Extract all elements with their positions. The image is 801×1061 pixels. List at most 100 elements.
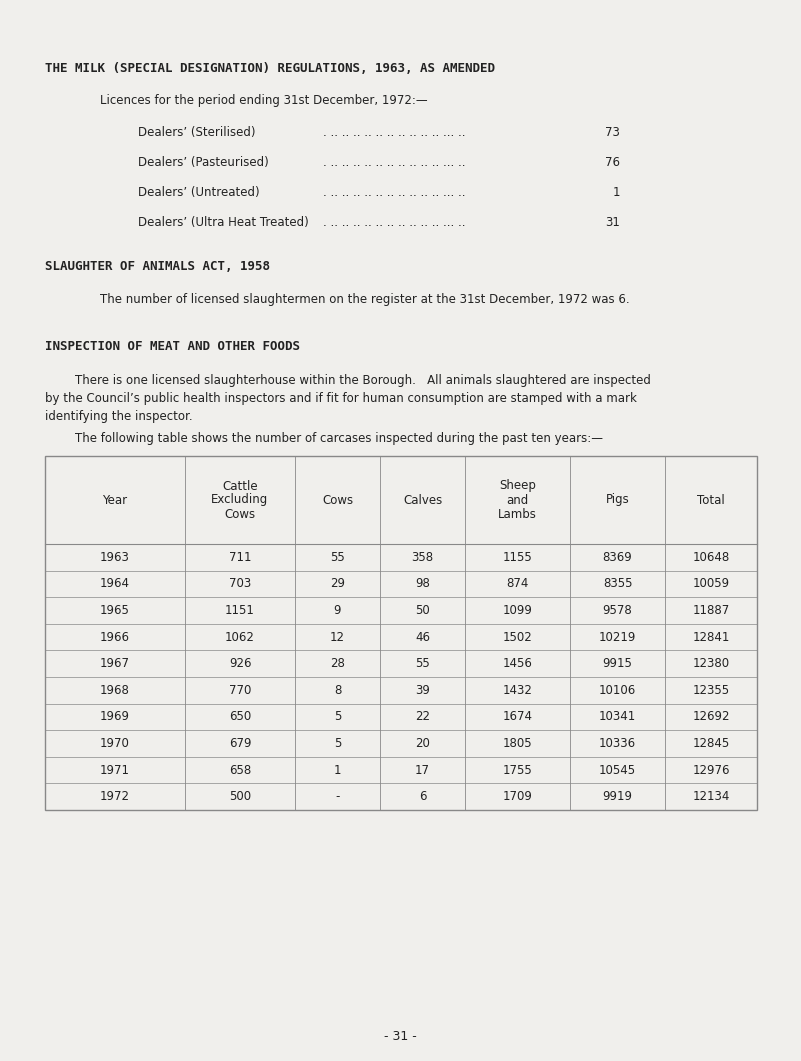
Text: Dealers’ (Ultra Heat Treated): Dealers’ (Ultra Heat Treated) [138, 216, 308, 229]
Text: . .. .. .. .. .. .. .. .. .. .. ... ..: . .. .. .. .. .. .. .. .. .. .. ... .. [323, 186, 465, 199]
Text: 20: 20 [415, 737, 430, 750]
Text: 679: 679 [229, 737, 252, 750]
Text: 10545: 10545 [599, 764, 636, 777]
Text: Licences for the period ending 31st December, 1972:—: Licences for the period ending 31st Dece… [100, 94, 428, 107]
Text: 9915: 9915 [602, 657, 633, 671]
Text: 1151: 1151 [225, 604, 255, 618]
Text: 650: 650 [229, 711, 252, 724]
Text: 28: 28 [330, 657, 345, 671]
Text: 12: 12 [330, 630, 345, 644]
Text: 8: 8 [334, 683, 341, 697]
Text: 711: 711 [229, 551, 252, 563]
Text: 1: 1 [613, 186, 620, 199]
Text: Cows: Cows [322, 493, 353, 506]
Text: 658: 658 [229, 764, 252, 777]
Text: 1968: 1968 [100, 683, 130, 697]
Text: 1969: 1969 [100, 711, 130, 724]
Text: The following table shows the number of carcases inspected during the past ten y: The following table shows the number of … [45, 432, 603, 445]
Text: Cows: Cows [224, 507, 256, 521]
Text: 770: 770 [229, 683, 252, 697]
Text: 358: 358 [412, 551, 433, 563]
Text: 1502: 1502 [502, 630, 533, 644]
Text: 76: 76 [605, 156, 620, 169]
Text: 10059: 10059 [692, 577, 730, 590]
Text: Pigs: Pigs [606, 493, 630, 506]
Text: THE MILK (SPECIAL DESIGNATION) REGULATIONS, 1963, AS AMENDED: THE MILK (SPECIAL DESIGNATION) REGULATIO… [45, 62, 495, 75]
Text: 10106: 10106 [599, 683, 636, 697]
Text: 98: 98 [415, 577, 430, 590]
Text: 703: 703 [229, 577, 252, 590]
Text: 1972: 1972 [100, 790, 130, 803]
Text: 12692: 12692 [692, 711, 730, 724]
Text: 874: 874 [506, 577, 529, 590]
Text: 1967: 1967 [100, 657, 130, 671]
Text: 5: 5 [334, 737, 341, 750]
Text: 29: 29 [330, 577, 345, 590]
Text: 1970: 1970 [100, 737, 130, 750]
Text: 12845: 12845 [692, 737, 730, 750]
Text: -: - [336, 790, 340, 803]
Text: 1456: 1456 [502, 657, 533, 671]
Text: 1965: 1965 [100, 604, 130, 618]
Text: 10219: 10219 [599, 630, 636, 644]
Text: 6: 6 [419, 790, 426, 803]
Text: identifying the inspector.: identifying the inspector. [45, 410, 192, 423]
Text: 46: 46 [415, 630, 430, 644]
Text: 1: 1 [334, 764, 341, 777]
Bar [45, 456, 757, 810]
Text: 1964: 1964 [100, 577, 130, 590]
Text: Year: Year [103, 493, 127, 506]
Text: 926: 926 [229, 657, 252, 671]
Text: 11887: 11887 [692, 604, 730, 618]
Text: 1674: 1674 [502, 711, 533, 724]
Text: . .. .. .. .. .. .. .. .. .. .. ... ..: . .. .. .. .. .. .. .. .. .. .. ... .. [323, 156, 465, 169]
Text: Sheep: Sheep [499, 480, 536, 492]
Text: 39: 39 [415, 683, 430, 697]
Text: Total: Total [697, 493, 725, 506]
Text: 1155: 1155 [502, 551, 533, 563]
Text: and: and [506, 493, 529, 506]
Text: 1755: 1755 [502, 764, 533, 777]
Text: 10336: 10336 [599, 737, 636, 750]
Text: 1963: 1963 [100, 551, 130, 563]
Text: 1099: 1099 [502, 604, 533, 618]
Text: 22: 22 [415, 711, 430, 724]
Text: 73: 73 [605, 126, 620, 139]
Text: 1971: 1971 [100, 764, 130, 777]
Text: 10648: 10648 [692, 551, 730, 563]
Text: . .. .. .. .. .. .. .. .. .. .. ... ..: . .. .. .. .. .. .. .. .. .. .. ... .. [323, 126, 465, 139]
Text: 55: 55 [415, 657, 430, 671]
Text: INSPECTION OF MEAT AND OTHER FOODS: INSPECTION OF MEAT AND OTHER FOODS [45, 340, 300, 353]
Text: 9: 9 [334, 604, 341, 618]
Text: 1709: 1709 [502, 790, 533, 803]
Text: 9919: 9919 [602, 790, 633, 803]
Text: Dealers’ (Untreated): Dealers’ (Untreated) [138, 186, 260, 199]
Text: Excluding: Excluding [211, 493, 268, 506]
Text: The number of licensed slaughtermen on the register at the 31st December, 1972 w: The number of licensed slaughtermen on t… [100, 293, 630, 306]
Text: by the Council’s public health inspectors and if fit for human consumption are s: by the Council’s public health inspector… [45, 392, 637, 405]
Text: 9578: 9578 [602, 604, 632, 618]
Text: There is one licensed slaughterhouse within the Borough.   All animals slaughter: There is one licensed slaughterhouse wit… [45, 373, 651, 387]
Text: 10341: 10341 [599, 711, 636, 724]
Text: . .. .. .. .. .. .. .. .. .. .. ... ..: . .. .. .. .. .. .. .. .. .. .. ... .. [323, 216, 465, 229]
Text: 31: 31 [605, 216, 620, 229]
Text: 12355: 12355 [692, 683, 730, 697]
Text: 55: 55 [330, 551, 345, 563]
Text: 5: 5 [334, 711, 341, 724]
Text: 8369: 8369 [602, 551, 632, 563]
Text: 8355: 8355 [602, 577, 632, 590]
Text: - 31 -: - 31 - [384, 1030, 417, 1043]
Text: 1966: 1966 [100, 630, 130, 644]
Text: Calves: Calves [403, 493, 442, 506]
Text: SLAUGHTER OF ANIMALS ACT, 1958: SLAUGHTER OF ANIMALS ACT, 1958 [45, 260, 270, 273]
Text: Dealers’ (Pasteurised): Dealers’ (Pasteurised) [138, 156, 269, 169]
Text: 1432: 1432 [502, 683, 533, 697]
Text: 12841: 12841 [692, 630, 730, 644]
Text: Cattle: Cattle [222, 480, 258, 492]
Text: 50: 50 [415, 604, 430, 618]
Text: 12976: 12976 [692, 764, 730, 777]
Text: 500: 500 [229, 790, 251, 803]
Text: 12380: 12380 [692, 657, 730, 671]
Text: Lambs: Lambs [498, 507, 537, 521]
Text: Dealers’ (Sterilised): Dealers’ (Sterilised) [138, 126, 256, 139]
